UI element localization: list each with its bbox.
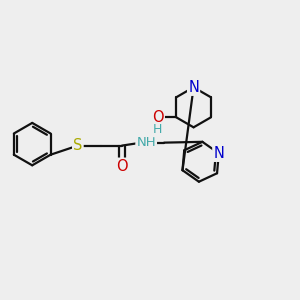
Text: H: H	[153, 123, 162, 136]
Text: S: S	[73, 138, 83, 153]
Text: N: N	[188, 80, 199, 95]
Text: O: O	[116, 159, 128, 174]
Text: N: N	[213, 146, 224, 161]
Text: NH: NH	[136, 136, 156, 149]
Text: O: O	[152, 110, 164, 125]
